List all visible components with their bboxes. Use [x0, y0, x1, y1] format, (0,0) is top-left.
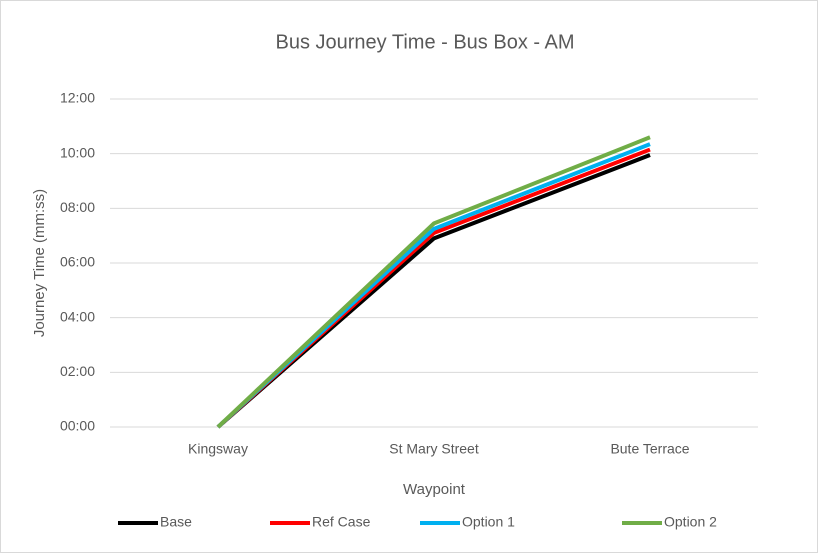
- y-tick-label: 08:00: [60, 199, 95, 215]
- y-tick-label: 02:00: [60, 363, 95, 379]
- legend-label: Option 2: [664, 514, 717, 530]
- x-tick-label: St Mary Street: [389, 441, 479, 457]
- chart-title: Bus Journey Time - Bus Box - AM: [276, 31, 575, 53]
- series-line: [216, 135, 651, 429]
- legend-label: Base: [160, 514, 192, 530]
- x-tick-label: Kingsway: [188, 441, 248, 457]
- y-tick-label: 12:00: [60, 90, 95, 106]
- y-axis-label: Journey Time (mm:ss): [31, 189, 48, 337]
- y-tick-label: 04:00: [60, 308, 95, 324]
- y-tick-label: 00:00: [60, 418, 95, 434]
- legend-label: Ref Case: [312, 514, 371, 530]
- y-tick-label: 10:00: [60, 144, 95, 160]
- legend-label: Option 1: [462, 514, 515, 530]
- y-tick-label: 06:00: [60, 254, 95, 270]
- x-axis-label: Waypoint: [403, 481, 466, 498]
- x-tick-label: Bute Terrace: [610, 441, 689, 457]
